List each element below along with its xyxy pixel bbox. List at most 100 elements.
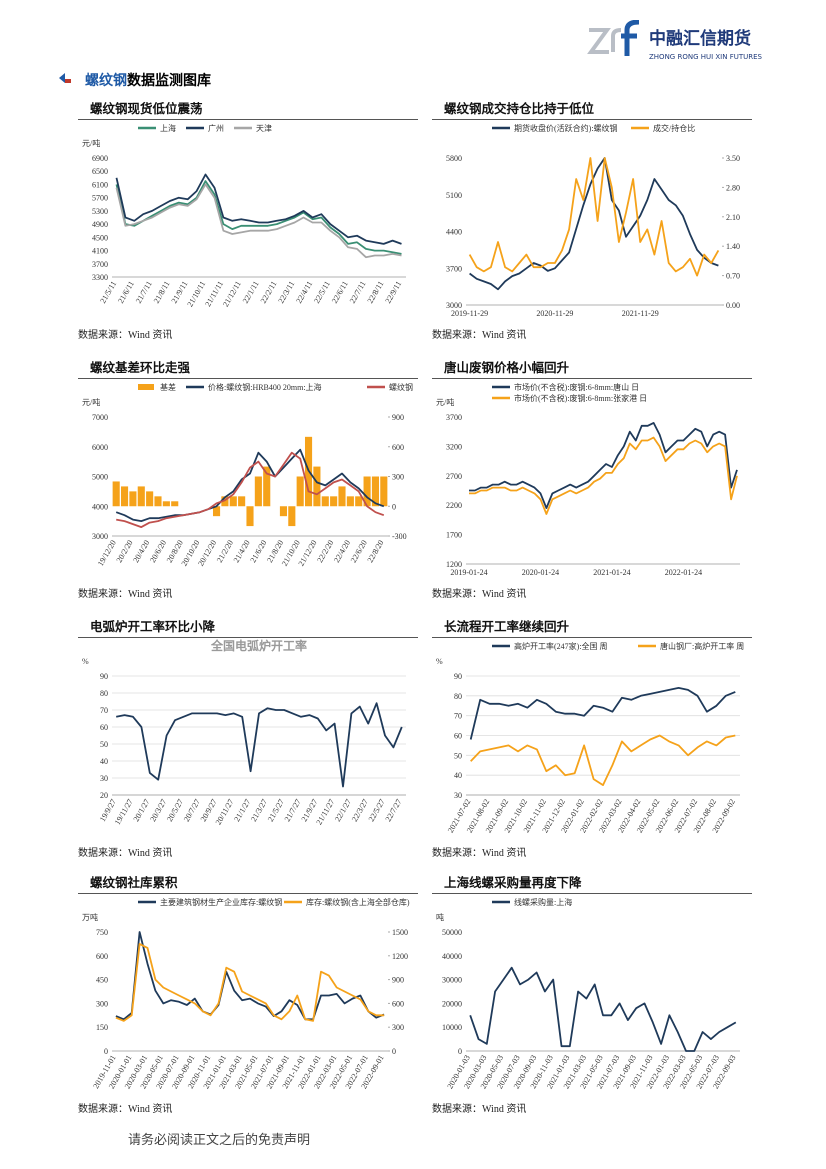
bar xyxy=(137,486,145,507)
y-axis-label: 元/吨 xyxy=(436,397,454,407)
x-tick-label: 22/7/11 xyxy=(348,280,368,305)
y-tick-label: 5100 xyxy=(446,191,462,200)
y-tick-label: 50 xyxy=(454,751,462,760)
y-tick-label: 150 xyxy=(96,1023,108,1032)
series-line xyxy=(116,702,403,788)
y-tick-label: 750 xyxy=(96,928,108,937)
bar xyxy=(338,486,346,507)
inner-title: 全国电弧炉开工率 xyxy=(210,638,307,653)
source-note: 数据来源：Wind 资讯 xyxy=(78,848,173,859)
legend-label: 市场价(不含税):废钢:6-8mm:唐山 日 xyxy=(514,382,639,392)
y-tick-label: 3700 xyxy=(446,413,462,422)
y-axis-label: 吨 xyxy=(436,912,444,922)
bar xyxy=(229,496,237,507)
legend-label: 线螺采购量:上海 xyxy=(514,897,572,907)
y-tick-label: 0 xyxy=(458,1047,462,1056)
y-tick-label: 450 xyxy=(96,976,108,985)
y-tick-label: 4100 xyxy=(92,247,108,256)
legend-label: 高炉开工率(247家):全国 周 xyxy=(514,641,608,651)
x-tick-label: 21/5/11 xyxy=(98,280,118,305)
chart: 市场价(不含税):废钢:6-8mm:唐山 日市场价(不含税):废钢:6-8mm:… xyxy=(436,382,740,577)
legend-label: 成交/持仓比 xyxy=(653,123,695,133)
chart: 高炉开工率(247家):全国 周 唐山钢厂:高炉开工率 周% 30 40 50 60 70 8… xyxy=(436,641,744,834)
y-tick-label: 40 xyxy=(454,771,462,780)
y2-tick-label: 1.40 xyxy=(726,242,740,251)
y-tick-label: 5300 xyxy=(92,207,108,216)
y-tick-label: 60 xyxy=(100,723,108,732)
y-tick-label: 20 xyxy=(100,791,108,800)
y-tick-label: 50000 xyxy=(442,928,462,937)
bar xyxy=(254,476,262,507)
chart-title: 螺纹钢成交持仓比持于低位 xyxy=(432,100,752,120)
y-tick-label: 6100 xyxy=(92,180,108,189)
section-rest: 数据监测图库 xyxy=(127,73,211,89)
bar xyxy=(212,506,221,517)
legend-label: 市场价(不含税):废钢:6-8mm:张家港 日 xyxy=(514,393,647,403)
chart: 基差 价格:螺纹钢:HRB400 20mm:上海 螺纹钢元/吨30004000500… xyxy=(82,382,413,568)
series-line xyxy=(115,173,402,245)
chart: 上海 广州 天津元/吨 3300 3700 4100 4500 4900 5300 5700 610… xyxy=(82,123,406,308)
y-tick-label: 50 xyxy=(100,740,108,749)
series-line xyxy=(115,180,402,255)
chart-title: 电弧炉开工率环比小降 xyxy=(78,618,418,638)
chart-panel: 螺纹钢社库累积 主要建筑钢材生产企业库存:螺纹钢 库存:螺纹钢(含上海全部仓库) 万吨… xyxy=(78,874,418,1115)
series-line xyxy=(115,931,385,1021)
chart: 主要建筑钢材生产企业库存:螺纹钢 库存:螺纹钢(含上海全部仓库) 万吨 0 150 300… xyxy=(82,897,410,1090)
bar xyxy=(321,496,329,507)
y-tick-label: 4500 xyxy=(92,233,108,242)
source-note: 数据来源：Wind 资讯 xyxy=(78,589,173,600)
y2-tick-label: 0.70 xyxy=(726,272,740,281)
bar xyxy=(171,501,179,507)
x-tick-label: 2019-11-29 xyxy=(451,309,488,318)
y-tick-label: 30 xyxy=(454,791,462,800)
y2-tick-label: 300 xyxy=(392,473,404,482)
bar xyxy=(346,496,354,507)
y2-tick-label: 1500 xyxy=(392,928,408,937)
y-axis-label: 元/吨 xyxy=(82,138,100,148)
x-tick-label: 22/1/11 xyxy=(241,280,261,305)
y-axis-label: % xyxy=(436,657,443,666)
y-tick-label: 3200 xyxy=(446,442,462,451)
x-tick-label: 2022-01-24 xyxy=(665,568,702,577)
legend-label: 唐山钢厂:高炉开工率 周 xyxy=(660,641,744,651)
x-tick-label: 2020-01-24 xyxy=(522,568,559,577)
source-note: 数据来源：Wind 资讯 xyxy=(78,330,173,341)
bar xyxy=(112,481,120,507)
y-tick-label: 600 xyxy=(96,952,108,961)
source-note: 数据来源：Wind 资讯 xyxy=(432,848,527,859)
legend-label: 主要建筑钢材生产企业库存:螺纹钢 xyxy=(160,897,282,907)
y-tick-label: 3000 xyxy=(92,532,108,541)
bar xyxy=(380,476,388,507)
x-tick-label: 2021-01-24 xyxy=(593,568,630,577)
y-tick-label: 1700 xyxy=(446,531,462,540)
series-line xyxy=(468,157,720,277)
series-line xyxy=(115,183,402,259)
legend-label: 螺纹钢 xyxy=(389,382,413,392)
chart-panel: 电弧炉开工率环比小降 全国电弧炉开工率% 20 30 40 50 60 70 80 90 19/9/… xyxy=(78,618,418,859)
x-tick-label: 19/12/20 xyxy=(96,539,118,568)
y-tick-label: 7000 xyxy=(92,413,108,422)
series-line xyxy=(469,422,738,509)
series-line xyxy=(115,943,385,1022)
legend-swatch xyxy=(138,384,154,390)
x-tick-label: 2019-01-24 xyxy=(450,568,487,577)
brand-en: ZHONG RONG HUI XIN FUTURES xyxy=(649,53,763,61)
chart-title: 唐山废钢价格小幅回升 xyxy=(432,359,752,379)
y-tick-label: 20000 xyxy=(442,999,462,1008)
x-tick-label: 22/7/27 xyxy=(384,798,404,824)
legend-label: 基差 xyxy=(160,382,176,392)
x-tick-label: 22/4/11 xyxy=(294,280,314,305)
chart-panel: 螺纹钢现货低位震荡 上海 广州 天津 元/吨 3300 3700 4100 4500 4900 53… xyxy=(78,100,418,341)
y-tick-label: 30 xyxy=(100,774,108,783)
section-highlight: 螺纹钢 xyxy=(85,73,127,89)
y-tick-label: 80 xyxy=(100,689,108,698)
y2-tick-label: 600 xyxy=(392,443,404,452)
y2-tick-label: 0.00 xyxy=(726,301,740,310)
y2-tick-label: 0 xyxy=(392,1047,396,1056)
footer: 请务必阅读正文之后的免责声明 xyxy=(128,1132,311,1147)
y2-tick-label: 900 xyxy=(392,976,404,985)
series-line xyxy=(469,157,719,291)
chart-title: 螺纹钢社库累积 xyxy=(78,874,418,894)
y-tick-label: 40000 xyxy=(442,952,462,961)
